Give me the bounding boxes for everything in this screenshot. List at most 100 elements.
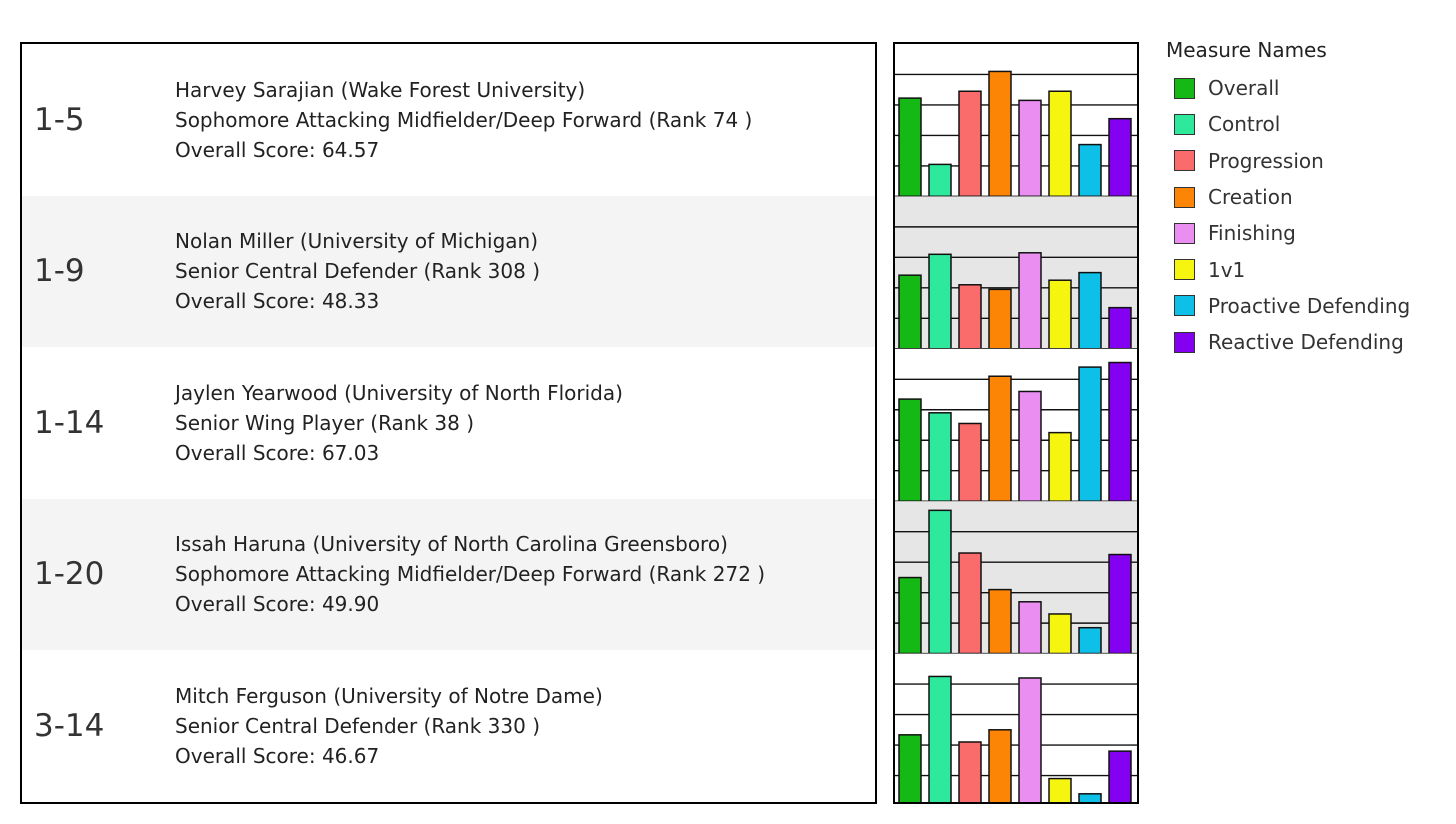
bar-reactive-defending — [1108, 306, 1132, 350]
legend-label: Finishing — [1208, 221, 1296, 246]
bar-chart — [895, 44, 1137, 802]
pick-number: 1-20 — [34, 556, 105, 593]
legend-swatch — [1174, 331, 1195, 353]
legend-swatch — [1174, 259, 1195, 281]
player-info: Jaylen Yearwood (University of North Flo… — [175, 378, 623, 468]
bar-proactive-defending — [1078, 626, 1102, 655]
player-score: Overall Score: 64.57 — [175, 137, 380, 162]
bar-reactive-defending — [1108, 750, 1132, 802]
bar-creation — [988, 375, 1012, 502]
player-row: 3-14 Mitch Ferguson (University of Notre … — [22, 650, 875, 801]
pick-number: 1-5 — [34, 101, 85, 138]
bar-1v1 — [1048, 431, 1072, 502]
legend-item-creation: Creation — [1166, 179, 1410, 215]
player-name: Mitch Ferguson (University of Notre Dame… — [175, 683, 603, 708]
pick-number: 3-14 — [34, 707, 105, 744]
bar-overall — [898, 274, 922, 350]
player-position: Sophomore Attacking Midfielder/Deep Forw… — [175, 562, 766, 587]
player-position: Senior Central Defender (Rank 330 ) — [175, 713, 540, 738]
chart-panel-1-20 — [895, 501, 1137, 655]
player-score: Overall Score: 48.33 — [175, 289, 380, 314]
legend-swatch — [1174, 186, 1195, 208]
legend-label: Reactive Defending — [1208, 330, 1404, 355]
bar-reactive-defending — [1108, 361, 1132, 502]
player-position: Sophomore Attacking Midfielder/Deep Forw… — [175, 107, 753, 132]
bar-proactive-defending — [1078, 271, 1102, 350]
bar-1v1 — [1048, 613, 1072, 655]
player-name: Issah Haruna (University of North Caroli… — [175, 532, 728, 557]
chart-panel-1-14 — [895, 348, 1137, 502]
bar-creation — [988, 729, 1012, 802]
legend-swatch — [1174, 150, 1195, 172]
bar-overall — [898, 576, 922, 655]
player-score: Overall Score: 46.67 — [175, 743, 380, 768]
player-info: Mitch Ferguson (University of Notre Dame… — [175, 681, 603, 771]
pick-number: 1-14 — [34, 404, 105, 441]
chart-panel-1-9 — [895, 196, 1137, 350]
legend-label: Creation — [1208, 185, 1293, 210]
legend-swatch — [1174, 113, 1195, 135]
player-score: Overall Score: 67.03 — [175, 440, 380, 465]
bar-1v1 — [1048, 777, 1072, 802]
bar-proactive-defending — [1078, 793, 1102, 802]
bar-creation — [988, 288, 1012, 350]
bar-progression — [958, 284, 982, 350]
legend-item-proactive-defending: Proactive Defending — [1166, 288, 1410, 324]
bar-finishing — [1018, 99, 1042, 198]
chart-panel-1-5 — [895, 44, 1137, 198]
bar-overall — [898, 97, 922, 198]
bar-progression — [958, 552, 982, 655]
bar-proactive-defending — [1078, 143, 1102, 198]
bar-overall — [898, 734, 922, 802]
bar-progression — [958, 422, 982, 502]
bar-control — [928, 412, 952, 502]
bar-control — [928, 253, 952, 350]
legend-item-overall: Overall — [1166, 70, 1410, 106]
chart-panel-3-14 — [895, 653, 1137, 802]
bar-1v1 — [1048, 90, 1072, 198]
player-row: 1-9 Nolan Miller (University of Michigan)… — [22, 195, 875, 347]
legend-item-control: Control — [1166, 106, 1410, 142]
player-name: Nolan Miller (University of Michigan) — [175, 229, 539, 254]
player-position: Senior Wing Player (Rank 38 ) — [175, 410, 475, 435]
legend-label: Proactive Defending — [1208, 293, 1411, 318]
bar-proactive-defending — [1078, 366, 1102, 502]
player-info: Nolan Miller (University of Michigan) Sen… — [175, 226, 540, 316]
bar-progression — [958, 741, 982, 802]
legend-swatch — [1174, 295, 1195, 317]
bar-finishing — [1018, 252, 1042, 350]
legend-item-finishing: Finishing — [1166, 215, 1410, 251]
pick-number: 1-9 — [34, 253, 85, 290]
legend-label: Control — [1208, 112, 1281, 137]
legend-swatch — [1174, 77, 1195, 99]
bar-reactive-defending — [1108, 117, 1132, 198]
bar-creation — [988, 588, 1012, 655]
player-row: 1-14 Jaylen Yearwood (University of North… — [22, 347, 875, 498]
legend-label: Overall — [1208, 76, 1280, 101]
bar-reactive-defending — [1108, 553, 1132, 655]
player-info: Harvey Sarajian (Wake Forest University)… — [175, 75, 752, 165]
legend-label: Progression — [1208, 148, 1324, 173]
player-row: 1-20 Issah Haruna (University of North Ca… — [22, 498, 875, 650]
legend-label: 1v1 — [1208, 257, 1246, 282]
bar-control — [928, 675, 952, 802]
bar-control — [928, 509, 952, 655]
bar-chart-panel — [893, 42, 1139, 804]
player-position: Senior Central Defender (Rank 308 ) — [175, 259, 540, 284]
bar-finishing — [1018, 677, 1042, 802]
player-name: Harvey Sarajian (Wake Forest University) — [175, 77, 586, 102]
player-row: 1-5 Harvey Sarajian (Wake Forest Universi… — [22, 44, 875, 195]
bar-progression — [958, 90, 982, 198]
player-table: 1-5 Harvey Sarajian (Wake Forest Universi… — [20, 42, 877, 804]
bar-control — [928, 163, 952, 198]
player-score: Overall Score: 49.90 — [175, 592, 380, 617]
bar-finishing — [1018, 601, 1042, 655]
bar-overall — [898, 398, 922, 502]
legend-title: Measure Names — [1166, 38, 1327, 62]
legend-item-progression: Progression — [1166, 143, 1410, 179]
legend-item-reactive-defending: Reactive Defending — [1166, 324, 1410, 360]
legend-item-1v1: 1v1 — [1166, 251, 1410, 287]
legend: Measure Names Overall Control Progression C… — [1166, 38, 1410, 360]
player-name: Jaylen Yearwood (University of North Flo… — [175, 380, 623, 405]
legend-swatch — [1174, 222, 1195, 244]
